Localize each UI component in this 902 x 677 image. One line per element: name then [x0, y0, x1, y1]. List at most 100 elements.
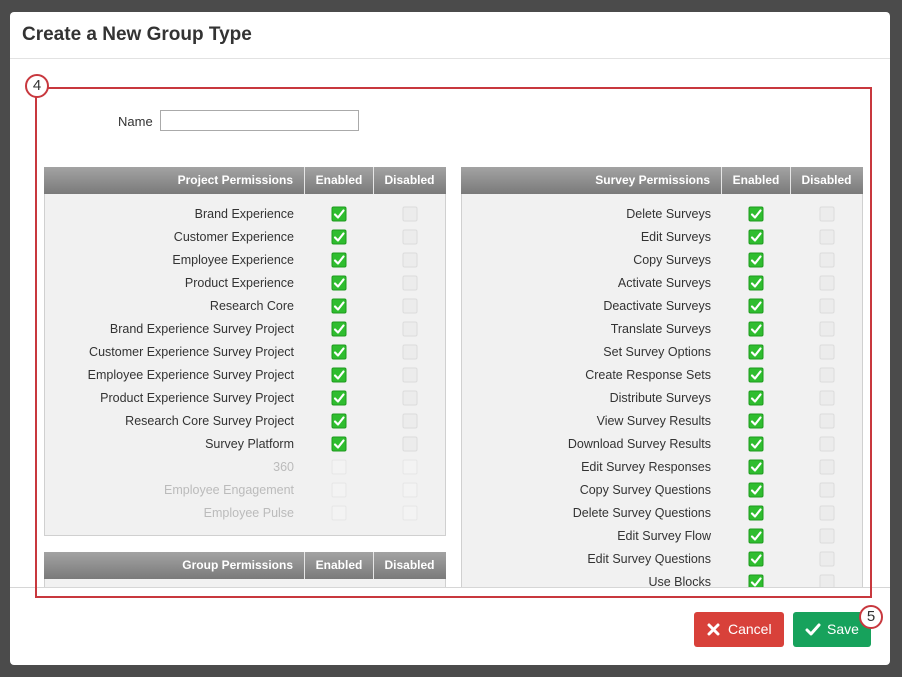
disabled-checkbox[interactable]: [819, 390, 835, 406]
permission-label: Deactivate Surveys: [603, 299, 711, 313]
disabled-checkbox[interactable]: [819, 505, 835, 521]
enabled-checkbox[interactable]: [331, 390, 347, 406]
disabled-checkbox[interactable]: [819, 229, 835, 245]
disabled-checkbox[interactable]: [819, 344, 835, 360]
enabled-checkbox[interactable]: [748, 505, 764, 521]
enabled-checkbox[interactable]: [331, 298, 347, 314]
permissions-table: [44, 167, 446, 536]
disabled-checkbox[interactable]: [402, 229, 418, 245]
permission-label: Employee Experience Survey Project: [87, 368, 294, 382]
disabled-checkbox[interactable]: [819, 528, 835, 544]
permission-label: Edit Survey Responses: [581, 460, 711, 474]
divider: [10, 58, 890, 59]
disabled-checkbox[interactable]: [402, 321, 418, 337]
column-separator: [373, 552, 374, 579]
enabled-checkbox[interactable]: [331, 436, 347, 452]
disabled-checkbox[interactable]: [819, 206, 835, 222]
permission-label: Copy Survey Questions: [579, 483, 711, 497]
disabled-checkbox: [402, 482, 418, 498]
permission-label: Translate Surveys: [610, 322, 711, 336]
enabled-checkbox[interactable]: [748, 390, 764, 406]
permission-label: Employee Experience: [172, 253, 294, 267]
disabled-checkbox[interactable]: [402, 298, 418, 314]
table-header: [44, 552, 446, 579]
name-label: Name: [118, 114, 153, 129]
permission-label: Brand Experience Survey Project: [109, 322, 294, 336]
enabled-checkbox[interactable]: [748, 574, 764, 587]
enabled-checkbox[interactable]: [748, 367, 764, 383]
enabled-checkbox[interactable]: [748, 551, 764, 567]
enabled-checkbox[interactable]: [331, 229, 347, 245]
disabled-checkbox[interactable]: [402, 436, 418, 452]
disabled-checkbox[interactable]: [819, 252, 835, 268]
disabled-checkbox[interactable]: [819, 459, 835, 475]
disabled-checkbox[interactable]: [819, 275, 835, 291]
permission-label: Employee Engagement: [164, 483, 294, 497]
name-input[interactable]: [160, 110, 359, 131]
enabled-checkbox[interactable]: [331, 344, 347, 360]
enabled-checkbox[interactable]: [748, 344, 764, 360]
enabled-checkbox[interactable]: [331, 321, 347, 337]
permission-label: 360: [273, 460, 294, 474]
divider: [10, 587, 890, 588]
enabled-checkbox[interactable]: [748, 275, 764, 291]
header-cell: Survey Permissions: [595, 173, 710, 187]
permission-label: Customer Experience: [173, 230, 294, 244]
permission-label: Copy Surveys: [633, 253, 711, 267]
enabled-checkbox[interactable]: [748, 482, 764, 498]
save-button[interactable]: Save: [793, 612, 871, 647]
header-cell: Disabled: [384, 558, 435, 572]
table-header: [461, 167, 863, 194]
disabled-checkbox[interactable]: [402, 390, 418, 406]
enabled-checkbox[interactable]: [748, 229, 764, 245]
disabled-checkbox[interactable]: [402, 367, 418, 383]
disabled-checkbox[interactable]: [402, 413, 418, 429]
enabled-checkbox[interactable]: [331, 275, 347, 291]
enabled-checkbox: [331, 482, 347, 498]
disabled-checkbox[interactable]: [819, 321, 835, 337]
enabled-checkbox[interactable]: [748, 436, 764, 452]
header-cell: Disabled: [801, 173, 852, 187]
disabled-checkbox[interactable]: [819, 482, 835, 498]
disabled-checkbox: [402, 459, 418, 475]
permission-label: Download Survey Results: [567, 437, 711, 451]
enabled-checkbox[interactable]: [748, 528, 764, 544]
permission-label: Edit Survey Questions: [587, 552, 711, 566]
column-separator: [721, 167, 722, 194]
dialog-title: Create a New Group Type: [22, 24, 252, 45]
disabled-checkbox[interactable]: [402, 344, 418, 360]
disabled-checkbox[interactable]: [819, 436, 835, 452]
enabled-checkbox[interactable]: [748, 413, 764, 429]
enabled-checkbox[interactable]: [748, 252, 764, 268]
enabled-checkbox[interactable]: [748, 298, 764, 314]
cancel-label: Cancel: [728, 621, 772, 637]
permission-label: Use Blocks: [648, 575, 711, 587]
disabled-checkbox[interactable]: [819, 413, 835, 429]
cancel-button[interactable]: Cancel: [694, 612, 784, 647]
save-icon: [805, 623, 821, 636]
header-cell: Group Permissions: [182, 558, 293, 572]
enabled-checkbox[interactable]: [331, 413, 347, 429]
enabled-checkbox[interactable]: [331, 252, 347, 268]
disabled-checkbox[interactable]: [402, 206, 418, 222]
disabled-checkbox[interactable]: [819, 574, 835, 587]
disabled-checkbox[interactable]: [819, 551, 835, 567]
permission-label: Delete Surveys: [626, 207, 711, 221]
disabled-checkbox[interactable]: [402, 252, 418, 268]
table-header: [44, 167, 446, 194]
disabled-checkbox[interactable]: [402, 275, 418, 291]
permission-label: Create Response Sets: [585, 368, 711, 382]
enabled-checkbox[interactable]: [748, 459, 764, 475]
save-label: Save: [827, 621, 859, 637]
permission-label: Activate Surveys: [617, 276, 711, 290]
cancel-icon: [707, 623, 720, 636]
enabled-checkbox[interactable]: [748, 206, 764, 222]
permission-label: Survey Platform: [205, 437, 294, 451]
enabled-checkbox[interactable]: [331, 206, 347, 222]
enabled-checkbox[interactable]: [748, 321, 764, 337]
disabled-checkbox[interactable]: [819, 367, 835, 383]
enabled-checkbox[interactable]: [331, 367, 347, 383]
disabled-checkbox[interactable]: [819, 298, 835, 314]
permission-label: Edit Surveys: [640, 230, 711, 244]
